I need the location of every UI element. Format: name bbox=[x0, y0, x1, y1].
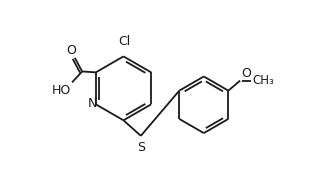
Text: O: O bbox=[241, 67, 251, 80]
Text: HO: HO bbox=[52, 84, 71, 97]
Text: Cl: Cl bbox=[118, 35, 131, 48]
Text: S: S bbox=[137, 141, 145, 154]
Text: N: N bbox=[88, 98, 97, 110]
Text: CH₃: CH₃ bbox=[252, 74, 274, 87]
Text: O: O bbox=[67, 44, 76, 57]
